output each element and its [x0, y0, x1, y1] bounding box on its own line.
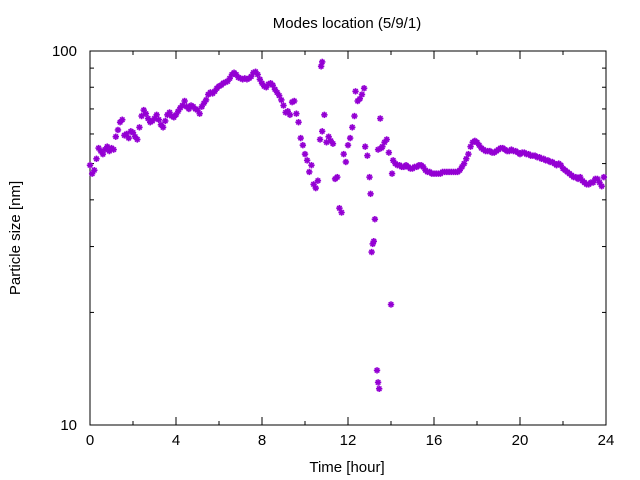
x-tick-label: 16: [426, 432, 443, 449]
data-point: [162, 117, 169, 125]
data-point: [142, 110, 150, 117]
data-point: [301, 150, 309, 158]
data-point: [303, 157, 311, 164]
data-point: [358, 91, 366, 98]
data-point: [334, 173, 341, 181]
data-point: [286, 111, 294, 119]
data-point: [119, 116, 126, 123]
data-point: [306, 168, 313, 176]
data-point: [181, 97, 188, 105]
data-point: [371, 216, 379, 223]
data-point: [352, 88, 359, 95]
x-tick-label: 8: [258, 432, 266, 449]
plot-area: [89, 50, 607, 426]
x-tick-label: 0: [86, 432, 94, 449]
data-point: [600, 173, 608, 181]
data-point: [321, 111, 328, 119]
data-point: [110, 146, 117, 153]
data-point: [346, 134, 354, 142]
data-point: [388, 170, 396, 177]
data-point: [93, 155, 100, 162]
y-tick-label: 100: [52, 43, 77, 60]
data-point: [375, 385, 383, 392]
data-point: [374, 379, 382, 386]
data-point: [367, 190, 374, 198]
data-point: [312, 184, 319, 192]
data-point: [460, 160, 468, 167]
data-point: [196, 110, 203, 117]
data-point: [360, 85, 368, 92]
data-point: [366, 173, 373, 181]
data-points: [86, 58, 608, 392]
data-point: [134, 136, 141, 143]
y-axis-label: Particle size [nm]: [7, 181, 24, 295]
axis-tick-labels: 0 4 8 12 16 20 24 10 100: [52, 43, 614, 449]
data-point: [159, 124, 167, 131]
data-point: [342, 158, 350, 166]
data-point: [349, 124, 356, 131]
data-point: [155, 116, 162, 123]
x-tick-label: 20: [512, 432, 529, 449]
data-point: [465, 150, 472, 158]
data-point: [338, 209, 345, 216]
data-point: [340, 150, 347, 158]
data-point: [314, 177, 322, 184]
chart-title: Modes location (5/9/1): [273, 15, 421, 32]
data-point: [598, 183, 605, 190]
data-point: [291, 97, 298, 105]
data-point: [114, 126, 122, 134]
data-point: [254, 71, 261, 78]
data-point: [297, 134, 304, 142]
data-point: [125, 134, 132, 142]
data-point: [351, 112, 358, 120]
data-point: [362, 143, 369, 150]
data-point: [344, 141, 352, 149]
data-point: [308, 162, 315, 169]
data-point: [138, 112, 145, 120]
data-point: [368, 248, 375, 256]
x-tick-label: 4: [172, 432, 180, 449]
data-point: [295, 119, 302, 126]
axis-ticks: [89, 50, 607, 426]
plot-frame: [89, 50, 607, 426]
data-point: [377, 115, 384, 122]
data-point: [383, 136, 390, 143]
data-point: [299, 141, 307, 149]
data-point: [278, 96, 285, 104]
data-point: [317, 63, 325, 70]
y-tick-label: 10: [60, 417, 77, 434]
data-point: [370, 238, 377, 245]
x-tick-label: 24: [598, 432, 615, 449]
data-point: [364, 152, 371, 159]
data-point: [202, 96, 210, 104]
data-point: [387, 301, 395, 308]
data-point: [153, 111, 160, 119]
data-point: [91, 167, 98, 174]
data-point: [329, 140, 337, 147]
x-tick-label: 12: [340, 432, 357, 449]
data-point: [293, 110, 300, 117]
data-point: [316, 136, 324, 143]
data-point: [385, 149, 393, 156]
data-point: [373, 367, 381, 374]
data-point: [319, 128, 326, 135]
data-point: [86, 162, 94, 169]
data-point: [136, 124, 143, 131]
x-axis-label: Time [hour]: [309, 459, 384, 476]
data-point: [280, 102, 287, 109]
data-point: [112, 133, 119, 140]
